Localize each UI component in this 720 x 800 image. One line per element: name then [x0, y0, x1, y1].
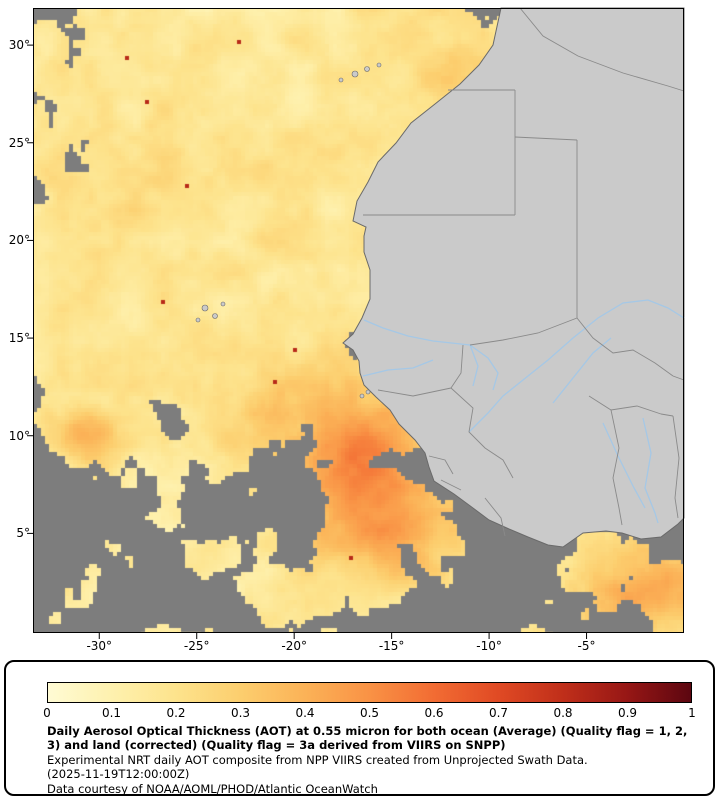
colorbar-tick-label: 0.6 [424, 706, 444, 720]
river [468, 299, 685, 433]
lat-tick-label: 25° [8, 135, 30, 150]
lon-tick-label: -5° [577, 639, 596, 653]
country-border [672, 415, 680, 519]
colorbar-tick-label: 0 [43, 706, 51, 720]
island [201, 304, 209, 312]
lat-tick-label: 10° [8, 428, 30, 443]
river [469, 344, 479, 387]
land-layer [342, 7, 685, 548]
country-border [469, 317, 578, 346]
island [220, 301, 226, 307]
country-border [660, 413, 674, 417]
country-border [519, 7, 685, 92]
country-borders-layer [363, 7, 685, 537]
lon-tick-label: -20° [281, 639, 307, 653]
colorbar-tick-label: 0.3 [230, 706, 251, 720]
river [363, 319, 499, 391]
lat-tick-label: 20° [8, 233, 30, 248]
colorbar-tick-label: 0.7 [488, 706, 509, 720]
country-border [450, 387, 514, 479]
colorbar-tick-label: 0.2 [166, 706, 186, 720]
legend-title: Daily Aerosol Optical Thickness (AOT) at… [47, 724, 688, 753]
plot-frame [33, 8, 684, 633]
island [212, 313, 218, 319]
river [642, 417, 659, 524]
map-overlay [27, 7, 685, 639]
country-border [450, 344, 464, 389]
country-border [610, 409, 623, 526]
island [376, 62, 382, 68]
country-border [440, 479, 462, 491]
island [338, 77, 344, 83]
legend-credit: Data courtesy of NOAA/AOML/PHOD/Atlantic… [47, 781, 378, 796]
country-border [428, 455, 454, 475]
island [364, 66, 370, 72]
colorbar-tick-label: 0.9 [617, 706, 638, 720]
lat-tick-label: 15° [8, 331, 30, 346]
island [351, 70, 359, 78]
island [195, 317, 201, 323]
colorbar-tick-label: 0.8 [553, 706, 573, 720]
island [359, 393, 365, 399]
colorbar-tick-label: 0.1 [101, 706, 122, 720]
colorbar-tick-label: 0.5 [359, 706, 380, 720]
lat-tick-label: 5° [16, 526, 30, 541]
aot-map: 30° 25° 20° 15° 10° 5° -30° -25° -20° -15° -10° -5° [8, 7, 685, 653]
country-border [672, 375, 685, 381]
legend-text: Daily Aerosol Optical Thickness (AOT) at… [47, 724, 695, 796]
country-border [377, 387, 452, 397]
rivers-layer [362, 299, 685, 524]
country-border [588, 395, 662, 415]
colorbar-tick-label: 1 [688, 706, 696, 720]
river [552, 337, 612, 404]
colorbar-tick-label: 0.4 [295, 706, 315, 720]
lon-tick-label: -15° [378, 639, 405, 653]
legend-panel: 0 0.1 0.2 0.3 0.4 0.5 0.6 0.7 0.8 0.9 1 Daily Aero… [4, 660, 715, 796]
land-mass [342, 7, 685, 548]
country-border [514, 136, 578, 141]
country-border [576, 317, 674, 377]
islands-layer [195, 62, 382, 399]
river [362, 359, 434, 377]
lon-tick-label: -30° [86, 639, 113, 653]
axis-ticks [27, 44, 588, 639]
lat-tick-label: 30° [8, 38, 30, 53]
lon-tick-label: -10° [476, 639, 502, 653]
legend-timestamp: (2025-11-19T12:00:00Z) [47, 767, 190, 782]
river [602, 422, 646, 509]
island [365, 389, 371, 395]
country-border [484, 497, 506, 537]
colorbar [47, 682, 692, 703]
legend-description: Experimental NRT daily AOT composite fro… [47, 752, 588, 767]
lon-tick-label: -25° [183, 639, 210, 653]
